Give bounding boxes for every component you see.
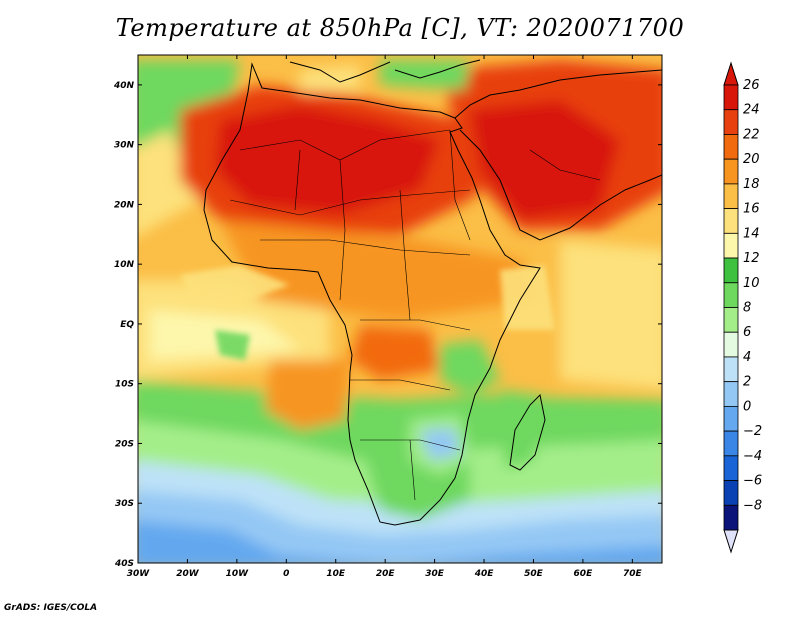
colorbar-label: 2 — [743, 375, 751, 390]
y-tick-label: 20N — [114, 200, 135, 210]
plot-frame — [137, 54, 663, 564]
colorbar-segment — [723, 331, 739, 358]
y-tick-label: 10S — [115, 380, 134, 390]
colorbar-label: 26 — [743, 78, 760, 93]
y-tick-label: 30N — [114, 141, 135, 151]
colorbar-segment — [723, 158, 739, 185]
y-tick-label: EQ — [120, 320, 134, 330]
x-tick-label: 20W — [176, 569, 200, 579]
colorbar-label: 24 — [743, 103, 760, 118]
colorbar-label: 4 — [743, 350, 751, 365]
colorbar-segment — [723, 109, 739, 135]
colorbar-segment — [723, 307, 739, 333]
country-borders — [229, 129, 601, 501]
colorbar-label: 22 — [743, 127, 760, 142]
colorbar-segment — [723, 232, 739, 259]
colorbar-segment — [723, 504, 739, 531]
x-axis: 30W 20W 10W 0 10E 20E 30E 40E 50E 60E 70E — [127, 55, 643, 579]
colorbar-label: 10 — [743, 276, 760, 291]
colorbar-label: 18 — [743, 177, 760, 192]
colorbar-label: 6 — [743, 325, 751, 340]
grads-credit: GrADS: IGES/COLA — [4, 603, 98, 613]
colorbar-segment — [723, 257, 739, 284]
x-tick-label: 0 — [283, 569, 289, 579]
colorbar-segment — [723, 183, 739, 210]
x-tick-label: 30E — [425, 569, 445, 579]
x-tick-label: 60E — [574, 569, 594, 579]
map-title: Temperature at 850hPa [C], VT: 202007170… — [115, 14, 685, 42]
colorbar-top-arrow — [723, 61, 739, 86]
colorbar-segment — [723, 356, 739, 383]
y-tick-label: 30S — [115, 499, 134, 509]
colorbar-segment — [723, 84, 739, 111]
colorbar-segment — [723, 480, 739, 506]
colorbar-label: 16 — [743, 202, 760, 217]
colorbar-segment — [723, 134, 739, 160]
colorbar-label: 12 — [743, 251, 760, 266]
colorbar-segment — [723, 430, 739, 457]
colorbar-label: −4 — [743, 449, 762, 464]
colorbar-label: 20 — [743, 152, 760, 167]
x-tick-label: 10E — [326, 569, 346, 579]
x-tick-label: 10W — [226, 569, 250, 579]
y-tick-label: 20S — [115, 439, 134, 449]
y-tick-label: 10N — [114, 260, 135, 270]
y-tick-label: 40S — [114, 559, 134, 569]
y-tick-label: 40N — [113, 81, 135, 91]
colorbar-label: 0 — [743, 399, 751, 414]
colorbar-segment — [723, 455, 739, 481]
x-tick-label: 30W — [127, 569, 151, 579]
colorbar-segment — [723, 208, 739, 234]
colorbar-segment — [723, 282, 739, 308]
colorbar-label: 14 — [743, 226, 760, 241]
x-tick-label: 20E — [376, 569, 396, 579]
temperature-field — [138, 55, 662, 563]
y-axis: 40N 30N 20N 10N EQ 10S 20S 30S 40S — [113, 81, 662, 569]
colorbar-label: 8 — [743, 301, 751, 316]
colorbar-segment — [723, 405, 739, 432]
colorbar-label: −8 — [743, 498, 762, 513]
colorbar-label: −6 — [743, 474, 762, 489]
x-tick-label: 70E — [623, 569, 643, 579]
colorbar-bottom-arrow — [723, 529, 739, 554]
colorbar-label: −2 — [743, 424, 762, 439]
x-tick-label: 40E — [474, 569, 495, 579]
colorbar-segment — [723, 381, 739, 407]
coastlines — [203, 59, 662, 526]
x-tick-label: 50E — [524, 569, 544, 579]
